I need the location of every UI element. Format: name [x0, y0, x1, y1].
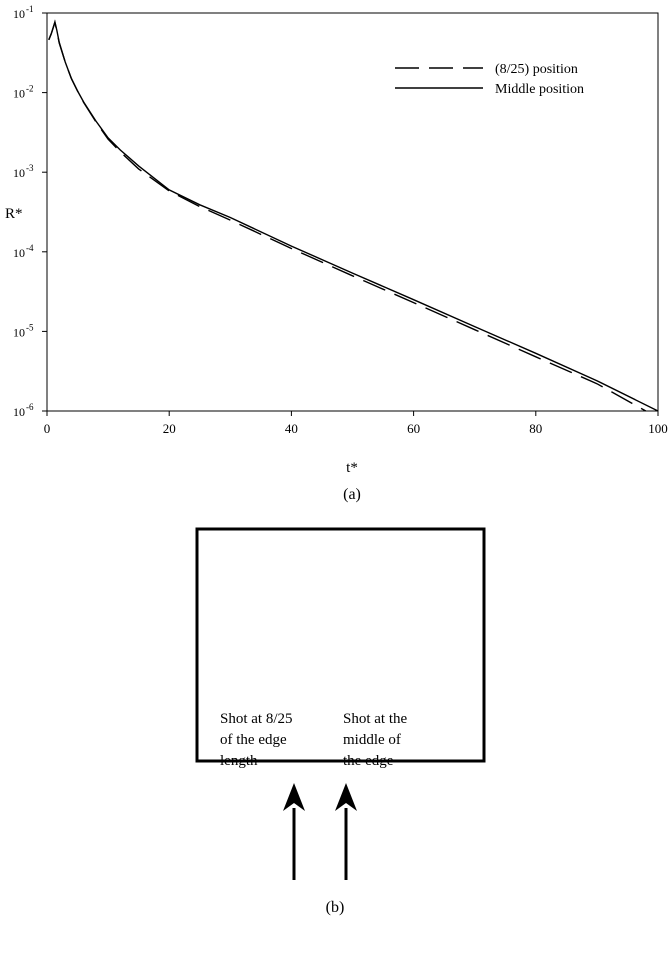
caption-b: (b) [326, 899, 345, 916]
label-shot-middle-line-3: the edge [343, 753, 394, 769]
series-line-1 [48, 19, 647, 412]
label-shot-8-25-line-2: of the edge [220, 732, 287, 748]
x-axis-ticks: 0 20 40 60 80 100 [44, 411, 668, 436]
label-shot-middle: Shot at the middle of the edge [343, 711, 411, 769]
y-tick-label-exponent: -3 [26, 163, 34, 173]
arrow-shot-8-25 [283, 783, 305, 880]
y-tick-label: 10 [13, 87, 25, 101]
y-tick-label-exponent: -6 [26, 402, 34, 412]
plate-box [195, 527, 486, 763]
x-tick-label: 60 [407, 421, 420, 436]
legend: (8/25) position Middle position [395, 62, 584, 97]
diagram-panel-b: Shot at 8/25 of the edge length Shot at … [195, 527, 486, 916]
caption-a: (a) [343, 486, 361, 503]
y-tick-label-exponent: -1 [26, 4, 34, 14]
y-axis-label: R* [5, 206, 23, 222]
label-shot-8-25: Shot at 8/25 of the edge length [220, 711, 296, 769]
y-tick-label: 10 [13, 405, 25, 419]
label-shot-8-25-line-3: length [220, 753, 258, 769]
legend-label-series-1: (8/25) position [495, 62, 578, 77]
x-axis-label: t* [346, 460, 358, 476]
x-tick-label: 80 [529, 421, 542, 436]
y-tick-label: 10 [13, 7, 25, 21]
x-tick-label: 0 [44, 421, 51, 436]
y-tick-label-exponent: -2 [26, 84, 34, 94]
chart-panel-a: 0 20 40 60 80 100 10-610-510-410-310-210-1 (8… [5, 4, 668, 503]
label-shot-8-25-line-1: Shot at 8/25 [220, 711, 293, 727]
x-tick-label: 100 [648, 421, 668, 436]
x-tick-label: 20 [163, 421, 176, 436]
x-tick-label: 40 [285, 421, 298, 436]
arrow-shot-middle [335, 783, 357, 880]
y-tick-label-exponent: -5 [26, 322, 34, 332]
y-tick-label: 10 [13, 325, 25, 339]
y-tick-label-exponent: -4 [26, 243, 34, 253]
label-shot-middle-line-2: middle of [343, 732, 401, 748]
y-tick-label: 10 [13, 246, 25, 260]
label-shot-middle-line-1: Shot at the [343, 711, 408, 727]
y-axis-ticks: 10-610-510-410-310-210-1 [13, 4, 47, 419]
series-line-2 [48, 19, 659, 412]
legend-label-series-2: Middle position [495, 82, 584, 97]
y-tick-label: 10 [13, 166, 25, 180]
series-group [48, 19, 659, 412]
plot-area-frame [46, 12, 659, 412]
